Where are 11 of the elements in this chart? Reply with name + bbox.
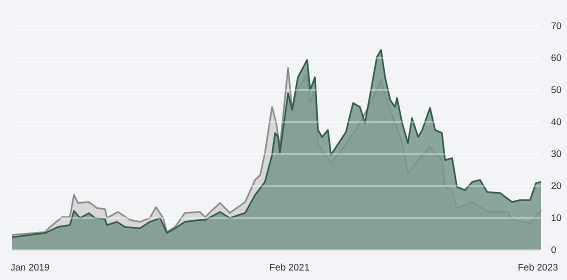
y-tick-label: 70 (551, 21, 562, 32)
y-tick-label: 60 (551, 53, 562, 64)
x-tick-label: Feb 2021 (269, 262, 310, 274)
y-tick-label: 50 (551, 85, 562, 96)
y-tick-label: 20 (551, 181, 562, 192)
y-tick-label: 0 (551, 245, 556, 256)
x-tick-label: Feb 2023 (518, 262, 558, 274)
y-tick-label: 30 (551, 149, 562, 160)
y-tick-label: 10 (551, 213, 562, 224)
x-tick-label: Jan 2019 (10, 262, 50, 274)
y-tick-label: 40 (551, 117, 562, 128)
